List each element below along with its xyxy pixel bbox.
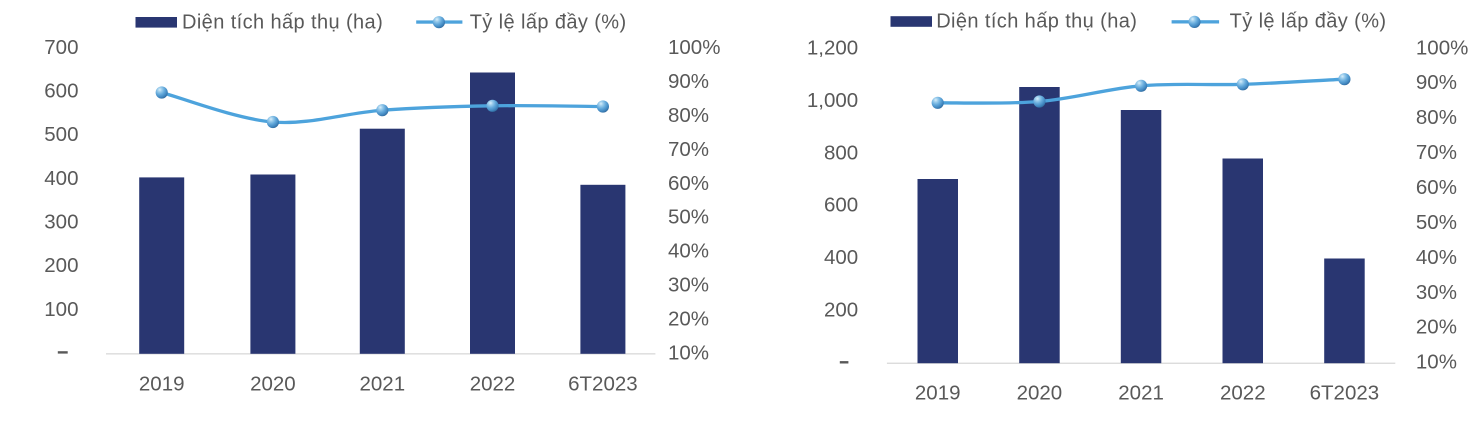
svg-text:200: 200 [824,299,858,322]
svg-text:100: 100 [44,298,78,321]
svg-text:200: 200 [44,254,78,277]
svg-text:40%: 40% [668,240,709,263]
svg-text:60%: 60% [1416,176,1457,199]
svg-text:90%: 90% [1416,71,1457,94]
svg-text:10%: 10% [668,342,709,365]
svg-text:20%: 20% [668,308,709,331]
svg-text:600: 600 [44,80,78,103]
svg-text:30%: 30% [1416,281,1457,304]
svg-text:100%: 100% [668,36,720,59]
svg-text:2020: 2020 [1017,381,1063,404]
svg-text:400: 400 [44,167,78,190]
svg-text:70%: 70% [668,138,709,161]
svg-text:2019: 2019 [139,373,185,396]
svg-text:2022: 2022 [470,373,516,396]
svg-text:80%: 80% [1416,106,1457,129]
svg-text:2020: 2020 [250,373,296,396]
svg-text:30%: 30% [668,274,709,297]
svg-text:70%: 70% [1416,141,1457,164]
svg-text:90%: 90% [668,70,709,93]
svg-text:400: 400 [824,246,858,269]
svg-text:500: 500 [44,123,78,146]
svg-text:700: 700 [44,36,78,59]
svg-text:50%: 50% [1416,211,1457,234]
svg-text:Tỷ lệ lấp đầy (%): Tỷ lệ lấp đầy (%) [1230,11,1387,33]
svg-text:40%: 40% [1416,246,1457,269]
svg-text:2022: 2022 [1220,381,1266,404]
svg-text:Diện tích hấp thụ (ha): Diện tích hấp thụ (ha) [182,11,383,33]
svg-text:2019: 2019 [915,381,961,404]
svg-text:100%: 100% [1416,36,1468,59]
svg-text:600: 600 [824,194,858,217]
svg-text:2021: 2021 [359,373,405,396]
svg-text:50%: 50% [668,206,709,229]
svg-text:300: 300 [44,211,78,234]
svg-text:Diện tích hấp thụ (ha): Diện tích hấp thụ (ha) [936,11,1137,33]
svg-text:1,000: 1,000 [807,89,858,112]
svg-text:Tỷ lệ lấp đầy (%): Tỷ lệ lấp đầy (%) [470,11,627,33]
svg-text:2021: 2021 [1118,381,1164,404]
svg-text:80%: 80% [668,104,709,127]
svg-text:6T2023: 6T2023 [1310,381,1380,404]
svg-text:10%: 10% [1416,351,1457,374]
svg-text:800: 800 [824,141,858,164]
svg-text:20%: 20% [1416,316,1457,339]
svg-text:1,200: 1,200 [807,37,858,60]
svg-text:60%: 60% [668,172,709,195]
svg-text:6T2023: 6T2023 [568,373,638,396]
